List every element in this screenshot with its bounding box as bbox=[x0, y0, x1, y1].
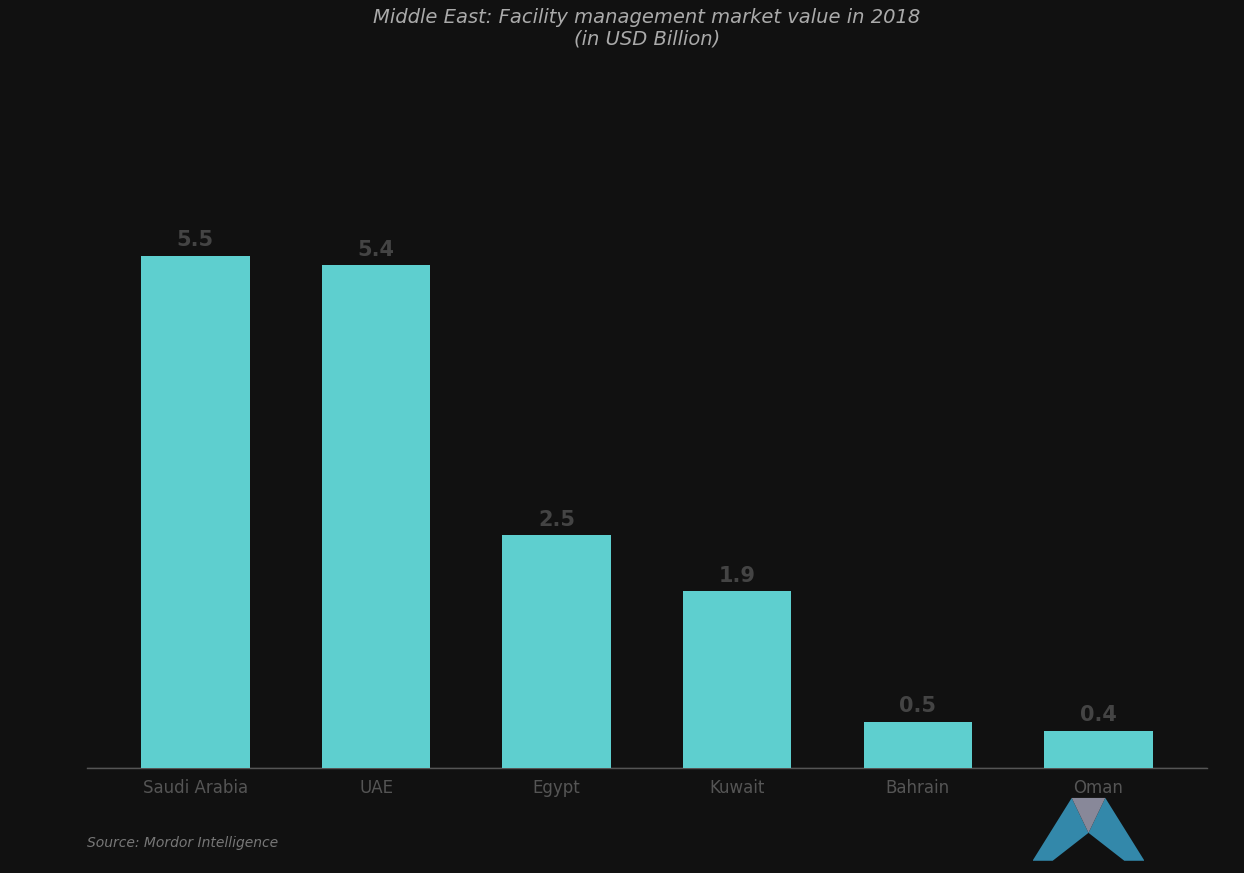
Bar bbox=[322, 265, 430, 768]
Text: 2.5: 2.5 bbox=[539, 510, 575, 530]
Polygon shape bbox=[1088, 798, 1144, 861]
Bar bbox=[142, 256, 250, 768]
Text: 0.5: 0.5 bbox=[899, 696, 937, 716]
Polygon shape bbox=[1071, 798, 1106, 833]
Text: 5.5: 5.5 bbox=[177, 230, 214, 251]
Polygon shape bbox=[1033, 798, 1088, 861]
Text: 5.4: 5.4 bbox=[357, 240, 394, 260]
Bar bbox=[1044, 731, 1152, 768]
Bar bbox=[503, 535, 611, 768]
Bar bbox=[683, 591, 791, 768]
Text: Source: Mordor Intelligence: Source: Mordor Intelligence bbox=[87, 835, 279, 849]
Text: 1.9: 1.9 bbox=[719, 566, 755, 586]
Title: Middle East: Facility management market value in 2018
(in USD Billion): Middle East: Facility management market … bbox=[373, 8, 921, 49]
Bar bbox=[863, 722, 972, 768]
Text: 0.4: 0.4 bbox=[1080, 705, 1117, 725]
